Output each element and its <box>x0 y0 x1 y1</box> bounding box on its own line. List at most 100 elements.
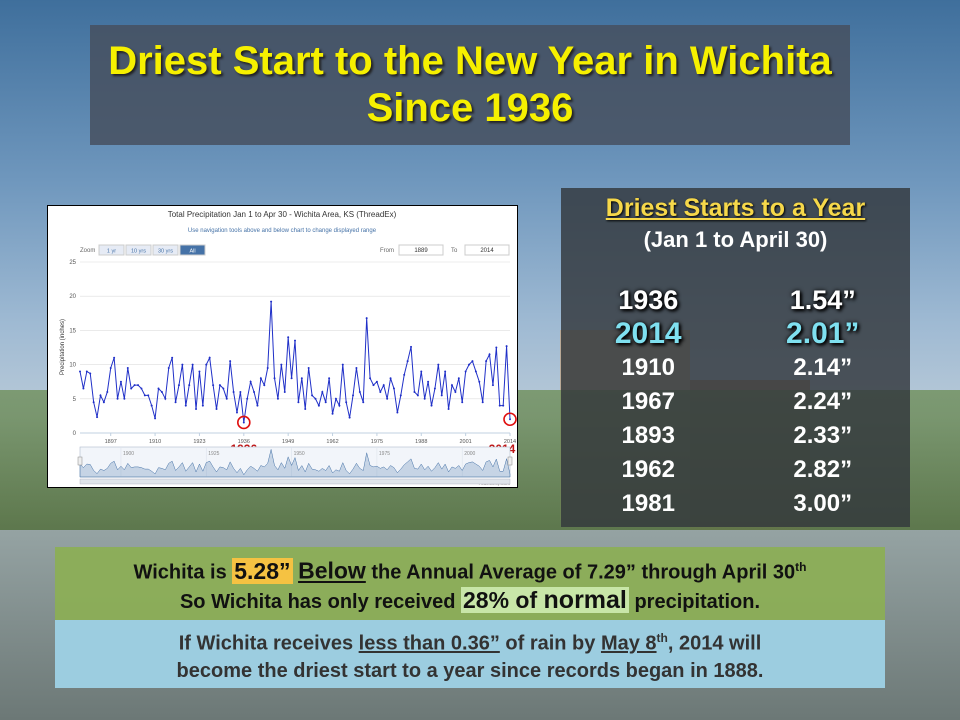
year-cell: 1910 <box>621 354 675 381</box>
emphasis: May 8 <box>600 632 657 655</box>
data-point <box>468 363 471 366</box>
zoom-button-label: 1 yr <box>107 249 116 255</box>
text: , 2014 will <box>667 632 762 655</box>
year-cell: 1981 <box>621 490 675 517</box>
table-body: 1936 1.54” 2014 2.01” 1910 2.14” 1967 2.24” 1893… <box>561 283 910 521</box>
data-point <box>208 356 211 359</box>
data-point <box>150 404 153 407</box>
data-point <box>481 401 484 404</box>
x-tick-label: 1910 <box>149 439 161 445</box>
data-point <box>113 356 116 359</box>
data-point <box>430 404 433 407</box>
data-point <box>379 390 382 393</box>
highlight: 5.28” <box>232 557 293 584</box>
data-point <box>126 367 129 370</box>
data-point <box>495 346 498 349</box>
annotation-circle <box>503 412 517 427</box>
data-point <box>389 377 392 380</box>
x-tick-label: 1923 <box>193 439 205 445</box>
data-point <box>447 408 450 411</box>
data-point <box>157 387 160 390</box>
year-cell: 1936 <box>618 284 679 315</box>
zoom-button-label: All <box>189 249 195 255</box>
data-point <box>164 397 167 400</box>
data-point <box>505 345 508 348</box>
data-point <box>444 370 447 373</box>
year-cell: 1962 <box>621 456 675 483</box>
title: Driest Start to the New Year in Wichita … <box>108 39 832 130</box>
data-point <box>304 408 307 411</box>
x-tick-label: 1936 <box>238 439 250 445</box>
note-line: So Wichita has only received 28% of norm… <box>55 584 885 617</box>
data-point <box>89 372 92 375</box>
data-point <box>457 377 460 380</box>
zoom-button[interactable] <box>98 244 125 256</box>
navigator-tick-label: 2000 <box>464 451 475 457</box>
data-point <box>317 404 320 407</box>
data-point <box>294 339 296 342</box>
data-point <box>433 387 436 390</box>
data-point <box>403 373 406 376</box>
data-point <box>259 377 262 380</box>
data-point <box>478 380 481 383</box>
data-point <box>225 397 228 400</box>
note-line: If Wichita receives less than 0.36” of r… <box>55 622 885 655</box>
data-point <box>355 367 358 370</box>
data-point <box>297 401 300 404</box>
year-cell: 1893 <box>621 422 675 449</box>
data-point <box>454 390 457 393</box>
data-point <box>386 397 389 400</box>
precip-cell: 2.33” <box>793 422 853 449</box>
outlook-box: If Wichita receives less than 0.36” of r… <box>55 620 885 688</box>
note-line: become the driest start to a year since … <box>55 655 885 688</box>
text: If Wichita receives <box>178 632 359 655</box>
data-point <box>137 384 140 387</box>
navigator-handle[interactable] <box>507 456 513 466</box>
scrollbar[interactable] <box>79 478 511 485</box>
data-point <box>498 404 501 407</box>
x-tick-label: 1949 <box>282 439 294 445</box>
navigator-tick-label: 1925 <box>208 451 219 457</box>
data-point <box>235 411 238 414</box>
data-point <box>369 377 372 380</box>
table-row: 1936 1.54” <box>561 283 910 317</box>
data-point <box>341 363 344 366</box>
summary-box: Wichita is 5.28” Below the Annual Averag… <box>55 547 885 620</box>
x-tick-label: 2014 <box>504 439 516 445</box>
y-tick-label: 15 <box>69 328 76 334</box>
data-point <box>232 390 235 393</box>
zoom-button[interactable] <box>152 244 179 256</box>
x-tick-label: 2001 <box>460 439 472 445</box>
navigator-handle[interactable] <box>77 456 83 466</box>
superscript: th <box>656 631 668 645</box>
data-point <box>246 397 249 400</box>
table-row: 1910 2.14” <box>561 351 910 385</box>
data-point <box>488 353 491 356</box>
zoom-button[interactable] <box>179 244 206 256</box>
y-tick-label: 5 <box>73 397 77 403</box>
data-point <box>212 384 215 387</box>
data-point <box>276 397 279 400</box>
text: Wichita is <box>133 561 233 584</box>
table-subtitle: (Jan 1 to April 30) <box>643 227 828 252</box>
data-point <box>205 363 208 366</box>
data-point <box>270 300 273 303</box>
data-point <box>474 370 477 373</box>
year-cell: 2014 <box>614 317 682 350</box>
data-point <box>416 394 419 397</box>
to-input[interactable] <box>464 244 510 256</box>
from-value: 1889 <box>414 248 428 254</box>
data-point <box>239 390 242 393</box>
data-point <box>177 384 180 387</box>
emphasis: less than 0.36” <box>358 632 500 655</box>
precip-cell: 2.24” <box>793 388 853 415</box>
emphasis: Below <box>298 557 366 584</box>
annotation-circle <box>237 415 251 430</box>
data-point <box>160 390 163 393</box>
from-input[interactable] <box>398 244 444 256</box>
data-point <box>283 390 286 393</box>
zoom-button[interactable] <box>125 244 152 256</box>
data-point <box>154 417 157 420</box>
data-point <box>410 345 413 348</box>
